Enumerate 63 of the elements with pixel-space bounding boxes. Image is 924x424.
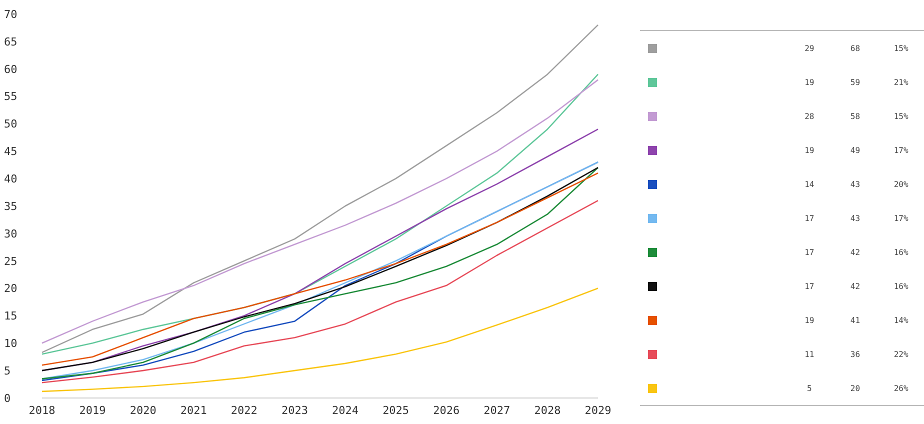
x-tick-label: 2022 — [230, 404, 258, 417]
line-series — [41, 200, 599, 384]
y-tick-label: 15 — [4, 310, 18, 323]
text: 42 — [849, 282, 862, 290]
line-series — [41, 24, 599, 354]
x-tick-label: 2027 — [484, 404, 510, 417]
y-tick-label: 50 — [4, 118, 18, 131]
text: 29 — [804, 44, 816, 52]
text: 15% — [892, 112, 910, 120]
text: 15% — [892, 44, 910, 52]
text: 17 — [804, 282, 816, 290]
text: 17 — [804, 248, 816, 256]
text: 11 — [804, 350, 816, 358]
text: 22% — [892, 350, 910, 358]
x-tick-label: 2018 — [28, 404, 56, 417]
y-tick-label: 30 — [4, 227, 18, 240]
y-tick-label: 10 — [4, 337, 18, 350]
line-series — [41, 288, 599, 392]
x-tick-label: 2025 — [382, 404, 410, 417]
x-tick-label: 2021 — [180, 404, 207, 417]
y-tick-label: 0 — [4, 392, 11, 405]
y-tick-label: 70 — [4, 8, 18, 21]
y-tick-label: 65 — [4, 35, 18, 48]
y-tick-label: 5 — [4, 364, 11, 378]
text: 20 — [849, 384, 862, 392]
x-tick-label: 2024 — [332, 404, 359, 417]
x-tick-label: 2023 — [281, 404, 308, 417]
text: 26% — [892, 384, 910, 392]
text: 36 — [849, 350, 862, 358]
text: 43 — [849, 180, 862, 188]
text: 19 — [804, 146, 816, 154]
text: 49 — [849, 146, 862, 154]
y-tick-label: 60 — [4, 62, 18, 76]
text: 19 — [804, 78, 816, 86]
text: 20% — [892, 180, 910, 188]
text: 28 — [804, 112, 816, 120]
text: 42 — [849, 248, 862, 256]
text: 5 — [806, 384, 813, 392]
text: 68 — [849, 44, 862, 52]
text: 14 — [804, 180, 816, 188]
text: 43 — [849, 214, 862, 222]
text: 58 — [849, 112, 862, 120]
x-tick-label: 2019 — [79, 404, 106, 417]
x-tick-label: 2026 — [433, 404, 460, 417]
text: 19 — [804, 316, 816, 324]
text: 16% — [892, 282, 910, 290]
text: 59 — [849, 78, 862, 86]
y-tick-label: 25 — [4, 254, 18, 268]
x-tick-label: 2028 — [534, 404, 561, 417]
text: 41 — [849, 316, 862, 324]
text: 17% — [892, 214, 910, 222]
y-tick-label: 45 — [4, 145, 18, 158]
x-tick-label: 2029 — [584, 404, 612, 417]
y-tick-label: 35 — [4, 200, 18, 213]
text: 14% — [892, 316, 910, 324]
y-tick-label: 55 — [4, 90, 18, 104]
y-tick-label: 40 — [4, 172, 18, 186]
text: 16% — [892, 248, 910, 256]
y-tick-label: 20 — [4, 282, 18, 296]
text: 21% — [892, 78, 910, 86]
x-tick-label: 2020 — [130, 404, 156, 417]
text: 17 — [804, 214, 816, 222]
text: 17% — [892, 146, 910, 154]
